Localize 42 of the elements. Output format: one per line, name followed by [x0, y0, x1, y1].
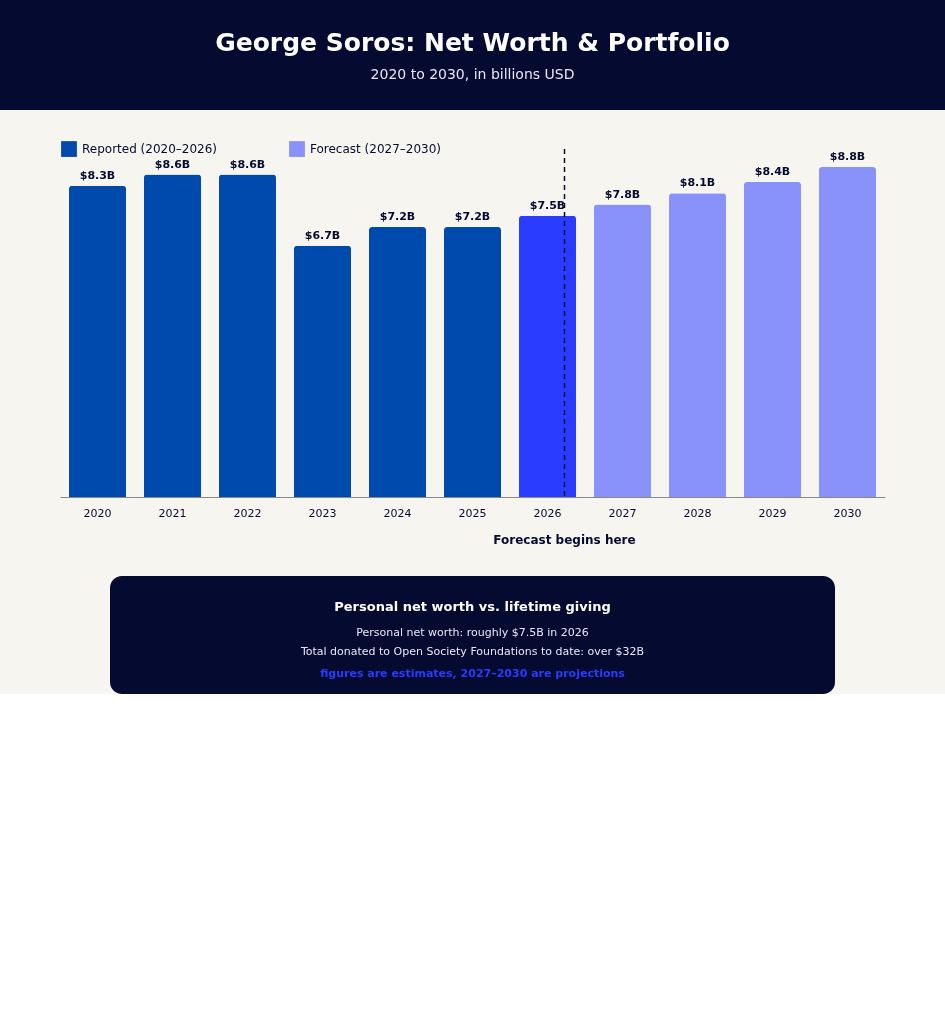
ref-line-label: Forecast begins here: [493, 533, 636, 547]
data-label: $8.6B: [229, 157, 266, 171]
data-label: $7.5B: [529, 198, 566, 212]
chart-subtitle: 2020 to 2030, in billions USD: [370, 66, 575, 82]
bar: [369, 227, 426, 497]
text: Personal net worth vs. lifetime giving: [334, 599, 611, 614]
x-tick-label: 2022: [233, 506, 262, 520]
data-label: $7.2B: [454, 210, 491, 223]
text: figures are estimates, 2027–2030 are projections: [320, 667, 626, 680]
x-tick-label: 2023: [308, 506, 337, 520]
bar: [594, 204, 651, 497]
x-tick-label: 2020: [83, 506, 112, 520]
data-label: $8.1B: [679, 176, 716, 190]
x-tick-label: 2027: [608, 506, 637, 520]
legend-label: Reported (2020–2026): [82, 142, 218, 157]
x-tick-label: 2029: [758, 506, 787, 520]
data-label: $7.2B: [379, 210, 416, 223]
data-label: $8.4B: [754, 165, 791, 178]
bar: [294, 245, 351, 497]
bar: [69, 185, 126, 497]
legend-label: Forecast (2027–2030): [310, 142, 442, 157]
bar: [519, 215, 576, 497]
x-tick-label: 2030: [833, 506, 862, 520]
data-label: $8.6B: [154, 157, 191, 171]
data-label: $6.7B: [304, 228, 341, 242]
chart-title: George Soros: Net Worth & Portfolio: [215, 28, 730, 57]
bar: [144, 174, 201, 497]
x-tick-label: 2025: [458, 506, 487, 520]
data-label: $7.8B: [604, 187, 641, 201]
x-tick-label: 2024: [383, 506, 412, 520]
bar: [744, 182, 801, 497]
text: Total donated to Open Society Foundations to date: over $32B: [299, 645, 645, 658]
text: Personal net worth: roughly $7.5B in 2026: [356, 626, 589, 639]
data-label: $8.8B: [829, 150, 866, 163]
data-label: $8.3B: [79, 168, 116, 182]
bar: [444, 227, 501, 497]
x-tick-label: 2021: [158, 506, 187, 520]
bar: [669, 193, 726, 497]
x-tick-label: 2028: [683, 506, 712, 520]
bar: [819, 167, 876, 497]
bar: [219, 174, 276, 497]
x-tick-label: 2026: [533, 506, 562, 520]
